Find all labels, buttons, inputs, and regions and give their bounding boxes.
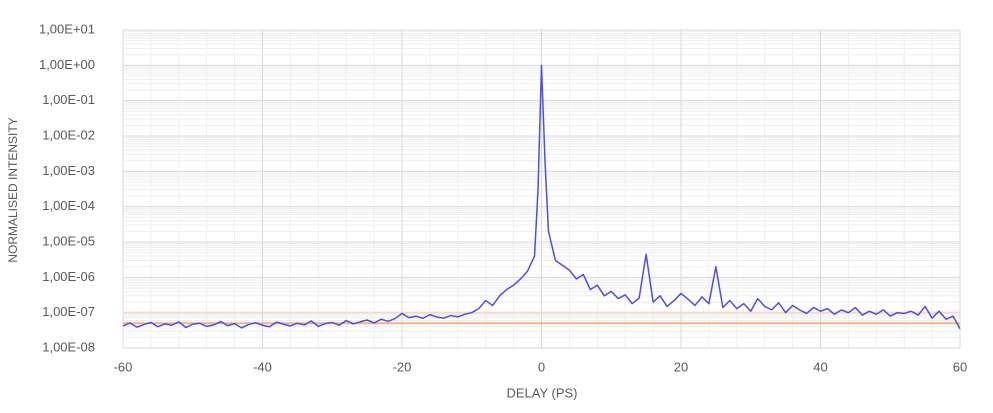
- x-tick-label: 40: [813, 359, 827, 374]
- y-tick-label: 1,00E-03: [42, 163, 95, 178]
- y-tick-label: 1,00E-06: [42, 269, 95, 284]
- data-line: [122, 64, 961, 330]
- y-tick-label: 1,00E+00: [39, 57, 95, 72]
- x-tick-label: 20: [674, 359, 688, 374]
- y-tick-label: 1,00E-01: [42, 92, 95, 107]
- y-tick-label: 1,00E-04: [42, 198, 95, 213]
- x-tick-label: 60: [953, 359, 967, 374]
- y-tick-label: 1,00E+01: [39, 21, 95, 36]
- y-tick-label: 1,00E-05: [42, 233, 95, 248]
- y-tick-label: 1,00E-08: [42, 339, 95, 354]
- y-axis-title: NORMALISED INTENSITY: [6, 117, 20, 262]
- x-tick-label: -60: [114, 359, 133, 374]
- y-tick-label: 1,00E-02: [42, 127, 95, 142]
- x-tick-label: -20: [393, 359, 412, 374]
- y-tick-label: 1,00E-07: [42, 304, 95, 319]
- x-tick-label: -40: [253, 359, 272, 374]
- x-axis-title: DELAY (PS): [506, 385, 577, 400]
- x-tick-label: 0: [538, 359, 545, 374]
